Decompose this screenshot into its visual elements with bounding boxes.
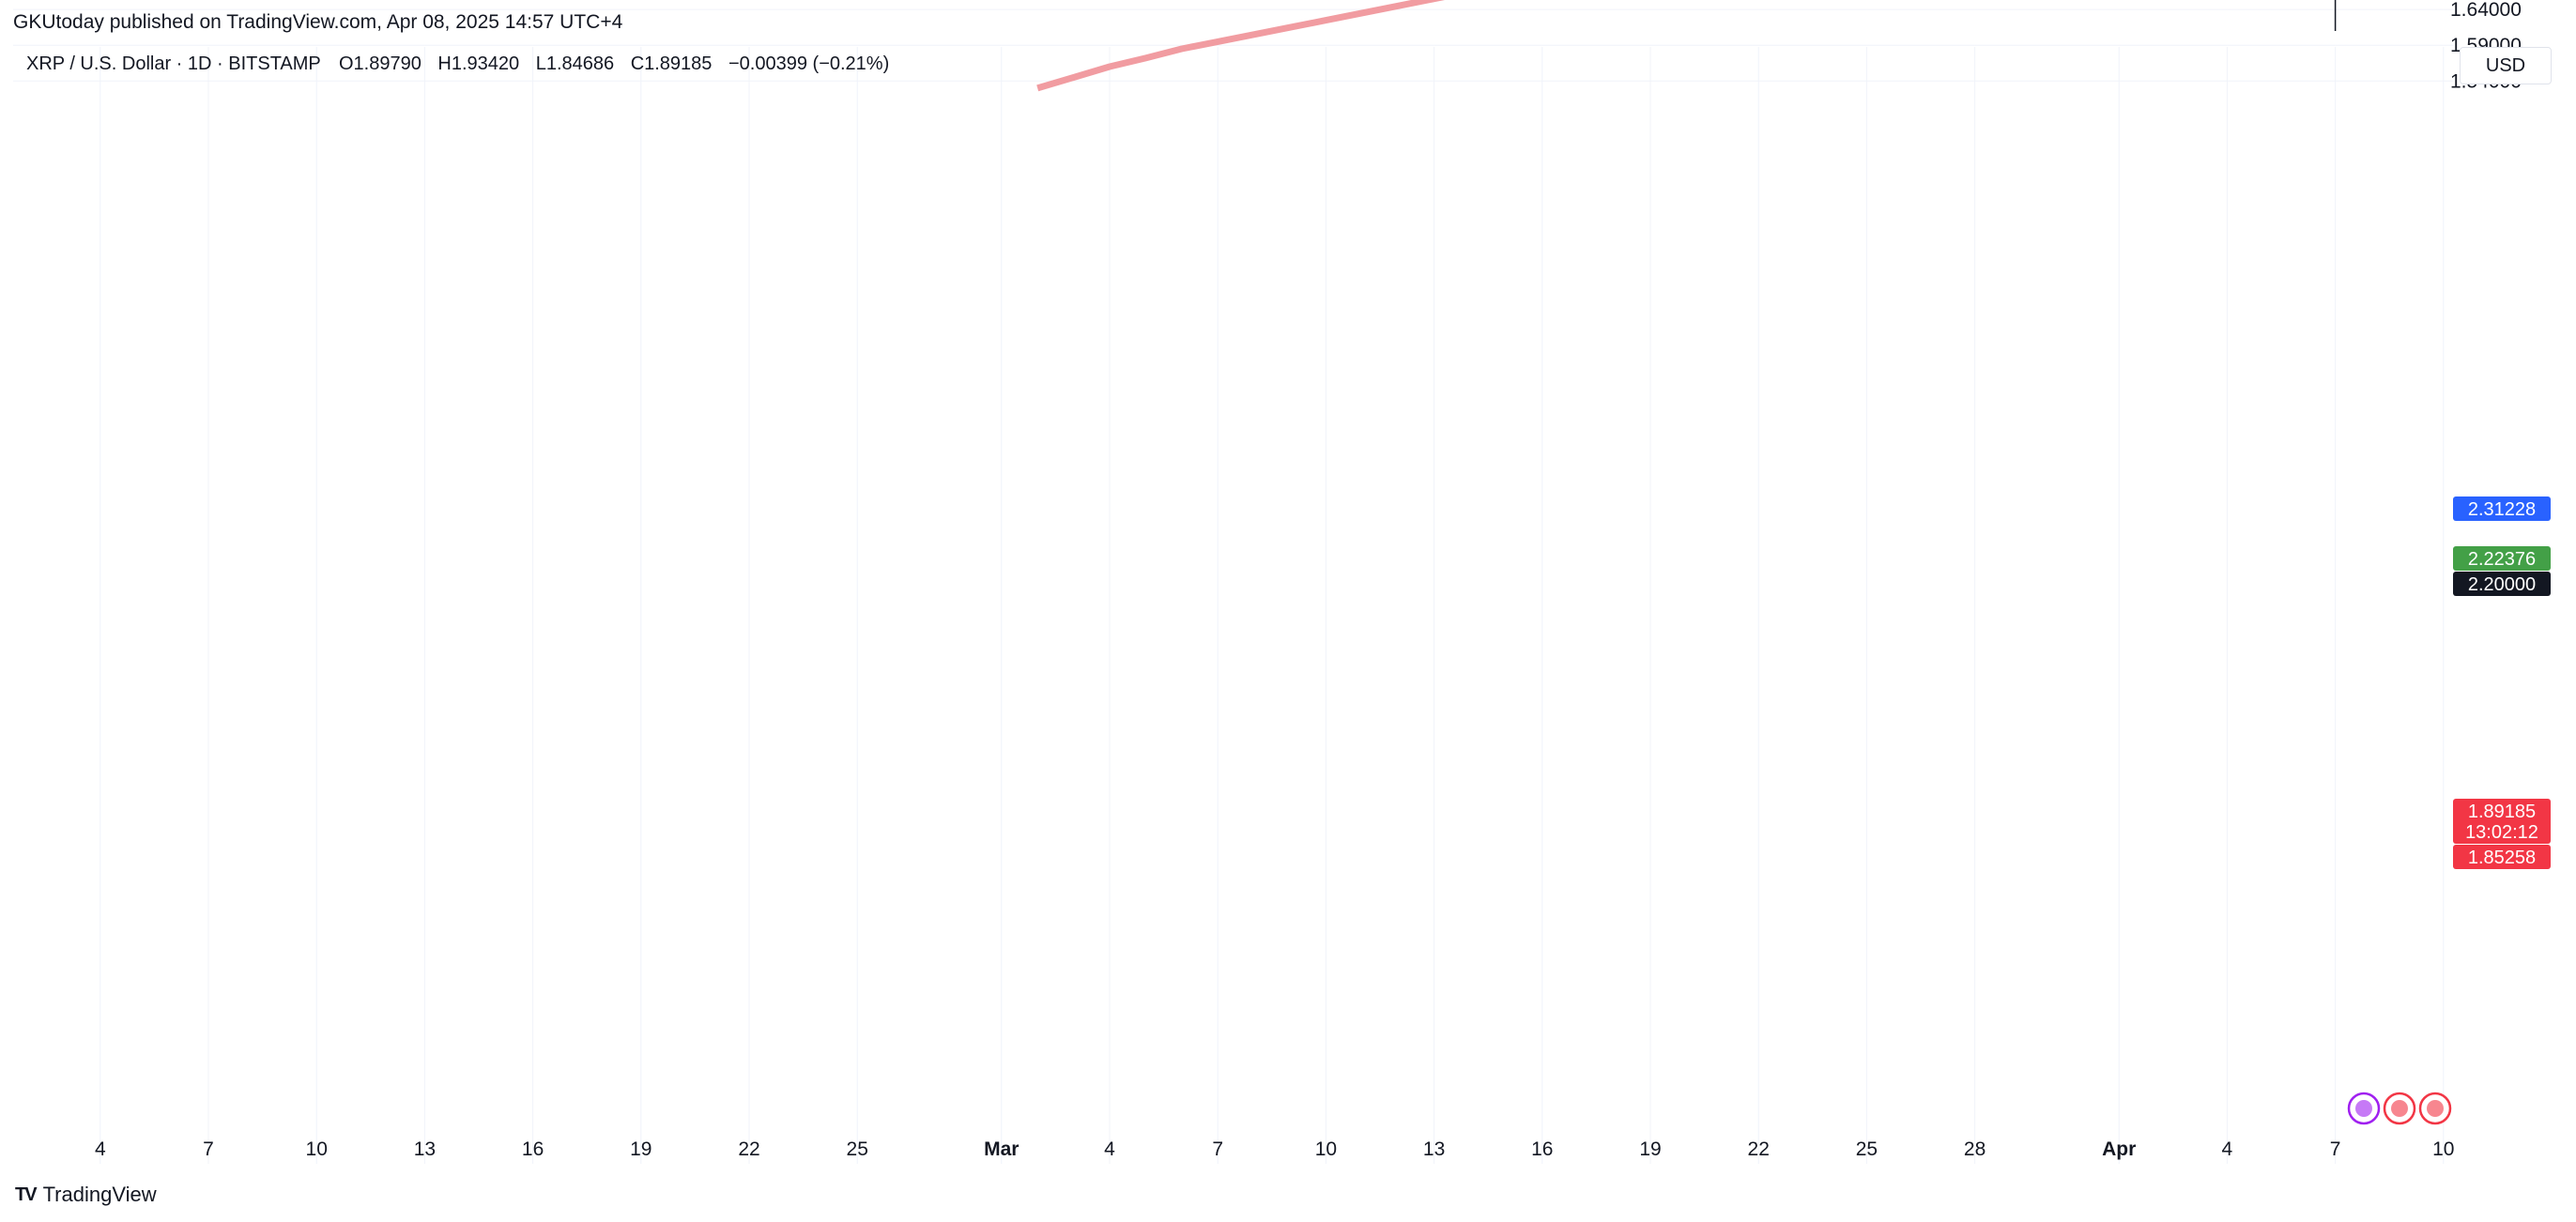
x-axis-tick-label: 10 (306, 1138, 328, 1160)
price-tag-sma-red-bg (2453, 845, 2551, 869)
candle (2334, 0, 2337, 31)
symbol-name: XRP / U.S. Dollar · 1D · BITSTAMP (26, 53, 320, 74)
publisher-attribution: GKUtoday published on TradingView.com, A… (13, 11, 623, 33)
price-tag-sma-green-text: 2.22376 (2468, 549, 2536, 570)
symbol-legend: XRP / U.S. Dollar · 1D · BITSTAMP O1.897… (26, 53, 889, 74)
x-axis-tick-label: 22 (1748, 1138, 1770, 1160)
x-axis-tick-label: 7 (2330, 1138, 2341, 1160)
event-icons (2347, 1092, 2452, 1125)
price-tag-level-text: 2.20000 (2468, 574, 2536, 595)
x-axis-tick-label: 25 (847, 1138, 868, 1160)
price-tag-last-bg (2453, 799, 2551, 844)
ohlc-low: L1.84686 (536, 53, 614, 74)
ohlc-high: H1.93420 (437, 53, 519, 74)
tradingview-logo[interactable]: TV TradingView (15, 1183, 157, 1207)
grid-lines (13, 8, 2454, 1164)
candlesticks (2334, 0, 2337, 31)
ohlc-change: −0.00399 (−0.21%) (728, 53, 889, 74)
moving-averages (1036, 0, 1446, 92)
us-flag-event-icon (2418, 1092, 2452, 1125)
x-axis-tick-label: 19 (1639, 1138, 1661, 1160)
x-axis-tick-label: 7 (1212, 1138, 1223, 1160)
x-axis-tick-label: 10 (2432, 1138, 2454, 1160)
price-tag-sma-blue-bg (2453, 496, 2551, 521)
x-axis-tick-label: 16 (522, 1138, 544, 1160)
x-axis-tick-label: 13 (414, 1138, 436, 1160)
x-axis-tick-label: 25 (1856, 1138, 1878, 1160)
price-tag-sma-red-text: 1.85258 (2468, 848, 2536, 868)
ohlc-close: C1.89185 (631, 53, 713, 74)
price-tag-sma-red: 1.85258 (2453, 845, 2551, 869)
event-icon-dot (2355, 1100, 2372, 1117)
us-flag-event-icon (2383, 1092, 2416, 1125)
price-tag-last-text: 1.89185 (2468, 802, 2536, 822)
x-axis-tick-label: 10 (1315, 1138, 1337, 1160)
x-axis-tick-label: 28 (1964, 1138, 1986, 1160)
x-axis-tick-label: 4 (95, 1138, 106, 1160)
price-tag-last-text: 13:02:12 (2465, 822, 2538, 843)
y-axis-tick-label: 1.64000 (2450, 0, 2522, 21)
price-tag-sma-blue-text: 2.31228 (2468, 499, 2536, 520)
x-axis-tick-label: Mar (984, 1138, 1019, 1160)
price-tag-sma-green-bg (2453, 546, 2551, 571)
event-icon-dot (2391, 1100, 2408, 1117)
currency-selector[interactable]: USD (2460, 47, 2552, 84)
x-axis-tick-label: 4 (2222, 1138, 2233, 1160)
tradingview-brand-text: TradingView (42, 1183, 157, 1206)
x-axis-tick-label: 22 (738, 1138, 759, 1160)
price-tag-sma-green: 2.22376 (2453, 546, 2551, 571)
tradingview-logo-icon: TV (15, 1184, 38, 1205)
axes: 3.000002.900002.800002.700002.600002.500… (95, 0, 2522, 1160)
price-tag-level: 2.20000 (2453, 572, 2551, 596)
x-axis-tick-label: Apr (2102, 1138, 2136, 1160)
price-tag-level-bg (2453, 572, 2551, 596)
sma-red-line (1036, 0, 1446, 92)
earnings-event-icon (2347, 1092, 2381, 1125)
ohlc-open: O1.89790 (339, 53, 422, 74)
event-icon-dot (2427, 1100, 2444, 1117)
price-tag-sma-blue: 2.31228 (2453, 496, 2551, 521)
x-axis-tick-label: 4 (1104, 1138, 1115, 1160)
x-axis-tick-label: 16 (1531, 1138, 1553, 1160)
x-axis-tick-label: 19 (630, 1138, 652, 1160)
x-axis-tick-label: 7 (203, 1138, 214, 1160)
x-axis-tick-label: 13 (1423, 1138, 1445, 1160)
